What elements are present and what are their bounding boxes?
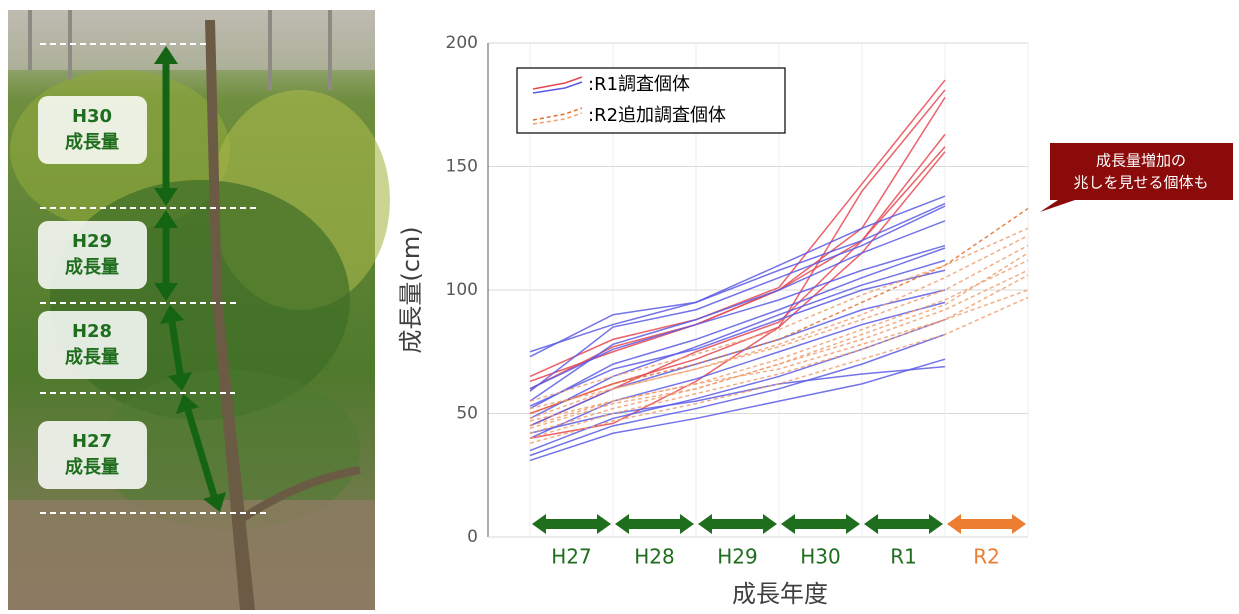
series-line (530, 270, 945, 406)
label-text: 成長量 (65, 256, 119, 278)
annotation-text: 成長量増加の (1096, 152, 1186, 170)
y-tick-label: 100 (446, 280, 478, 300)
label-text: 成長量 (65, 346, 119, 368)
photo: H30 成長量 H29 成長量 H28 成長量 H27 成長量 (8, 10, 390, 610)
series-line (530, 152, 945, 414)
legend-label: :R2追加調査個体 (588, 105, 726, 126)
x-tick-label: H30 (800, 545, 841, 569)
label-year: H28 (72, 321, 112, 342)
x-tick-label: H27 (551, 545, 592, 569)
x-axis-title: 成長年度 (732, 580, 828, 608)
y-tick-label: 150 (446, 157, 478, 177)
page: H30 成長量 H29 成長量 H28 成長量 H27 成長量 0 50 100 150 200 H27… (0, 0, 1239, 610)
x-tick-label: R2 (973, 545, 1000, 569)
series-line (530, 206, 945, 391)
y-tick-label: 50 (456, 404, 478, 424)
series-line (530, 221, 945, 401)
period-arrow (698, 514, 777, 534)
y-tick-label: 200 (446, 33, 478, 53)
series-line (530, 246, 945, 389)
label-year: H30 (72, 106, 112, 127)
series-line (530, 248, 945, 409)
x-tick-label: R1 (890, 545, 917, 569)
series-line (530, 97, 945, 381)
period-arrow (615, 514, 694, 534)
period-arrow (781, 514, 860, 534)
label-text: 成長量 (65, 456, 119, 478)
chart: 0 50 100 150 200 H27 H28 H29 H30 R1 R2 成長年度 成長量(cm):… (397, 33, 1233, 608)
x-tick-label: H28 (634, 545, 675, 569)
label-year: H27 (72, 431, 112, 452)
series-line (530, 196, 945, 352)
y-tick-label: 0 (467, 527, 478, 547)
period-arrow (864, 514, 943, 534)
annotation-text: 兆しを見せる個体も (1073, 174, 1208, 192)
label-year: H29 (72, 231, 112, 252)
label-text: 成長量 (65, 131, 119, 153)
period-arrow (947, 514, 1026, 534)
series-line (530, 320, 945, 451)
legend-label: :R1調査個体 (588, 74, 690, 95)
x-tick-label: H29 (717, 545, 758, 569)
period-arrow (532, 514, 611, 534)
y-axis-title: 成長量(cm) (397, 226, 425, 353)
